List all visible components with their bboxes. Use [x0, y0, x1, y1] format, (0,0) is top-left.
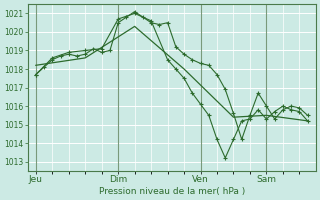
X-axis label: Pression niveau de la mer( hPa ): Pression niveau de la mer( hPa ) [99, 187, 245, 196]
